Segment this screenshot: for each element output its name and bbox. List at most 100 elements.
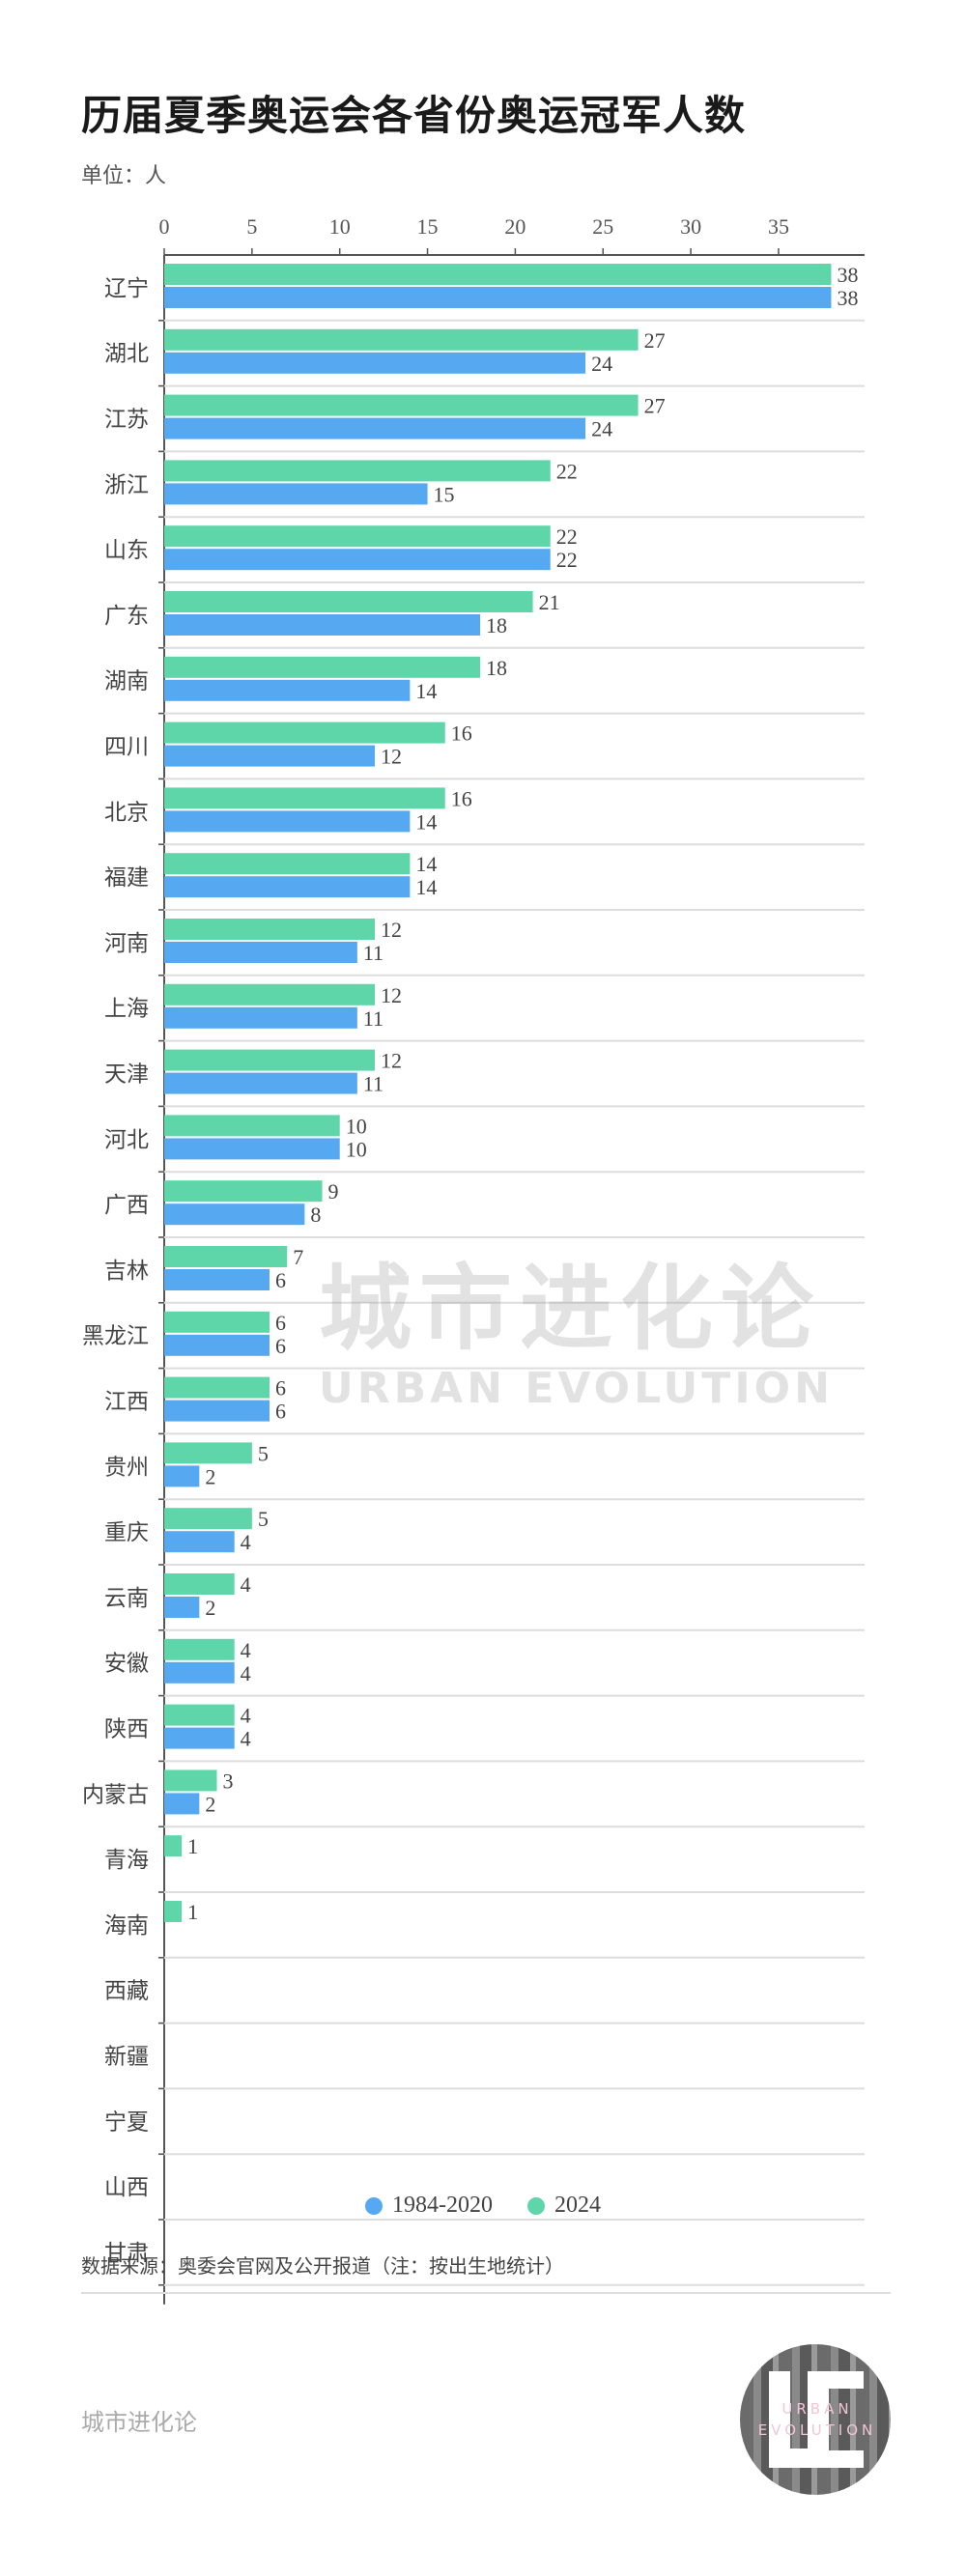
category-label: 湖北 [104,342,149,366]
data-label: 22 [556,524,578,549]
category-label: 四川 [104,735,149,759]
data-label: 14 [415,809,437,834]
bar-1984-2020 [164,1531,235,1553]
category-label: 河南 [104,931,149,955]
category-label: 海南 [104,1913,149,1938]
data-label: 18 [486,613,507,637]
bar-2024 [164,1638,235,1660]
legend-dot-icon [365,2196,383,2215]
logo-mark-e-top [829,2371,864,2389]
category-label: 陕西 [104,1717,149,1741]
category-label: 贵州 [104,1455,149,1479]
data-label: 38 [837,286,858,310]
bar-1984-2020 [164,1006,357,1029]
bar-1984-2020 [164,614,481,636]
data-label: 24 [591,417,612,441]
x-tick-label: 20 [504,214,526,239]
bar-1984-2020 [164,287,832,308]
data-label: 2 [205,1464,215,1488]
data-label: 27 [644,328,666,353]
data-label: 38 [837,263,858,287]
data-label: 18 [486,656,507,680]
logo-mark-e-bottom [829,2450,864,2468]
category-label: 辽宁 [104,276,149,300]
bar-1984-2020 [164,1138,340,1160]
bar-2024 [164,1442,252,1464]
bar-2024 [164,591,533,612]
x-tick-label: 10 [329,214,351,239]
logo-mark-u-left [769,2371,790,2468]
data-label: 11 [363,941,384,965]
data-label: 16 [451,786,472,810]
bar-2024 [164,1769,217,1792]
bar-2024 [164,328,639,351]
data-label: 12 [381,1049,402,1073]
data-label: 4 [241,1661,251,1685]
x-tick-label: 0 [159,214,170,239]
bar-1984-2020 [164,942,357,963]
category-label: 山西 [104,2175,149,2199]
category-label: 北京 [104,800,149,824]
bar-2024 [164,1835,183,1857]
data-label: 16 [451,722,472,746]
data-label: 24 [591,352,612,376]
bar-1984-2020 [164,876,411,898]
data-label: 6 [275,1268,286,1292]
bar-2024 [164,919,376,940]
bar-1984-2020 [164,1334,270,1356]
category-label: 吉林 [104,1259,149,1283]
data-label: 22 [556,459,578,483]
category-label: 黑龙江 [82,1324,149,1348]
category-label: 新疆 [104,2045,149,2069]
legend-item-1984-2020: 1984-2020 [365,2193,493,2219]
bar-2024 [164,525,551,548]
bar-1984-2020 [164,1793,200,1815]
legend-item-2024: 2024 [527,2193,601,2219]
category-label: 云南 [104,1586,149,1610]
bar-1984-2020 [164,1400,270,1422]
legend-dot-icon [527,2196,545,2215]
bar-2024 [164,1704,235,1726]
data-label: 1 [187,1834,198,1858]
category-label: 安徽 [104,1652,149,1676]
data-label: 10 [346,1137,367,1161]
bar-1984-2020 [164,679,411,701]
category-label: 甘肃 [104,2241,149,2265]
category-label: 西藏 [104,1979,149,2003]
bar-2024 [164,656,481,678]
x-tick-label: 25 [592,214,613,239]
bar-1984-2020 [164,1661,235,1684]
data-label: 12 [381,983,402,1007]
bar-1984-2020 [164,1465,200,1487]
bar-1984-2020 [164,810,411,833]
bar-2024 [164,1573,235,1595]
data-label: 8 [310,1203,321,1227]
footer-brand: 城市进化论 [81,2411,197,2436]
bar-2024 [164,1246,288,1267]
data-label: 1 [187,1900,198,1924]
x-tick-label: 30 [680,214,701,239]
data-label: 10 [346,1114,367,1138]
category-label: 重庆 [104,1520,149,1544]
category-label: 广东 [104,604,149,628]
data-label: 6 [275,1376,286,1401]
category-label: 天津 [104,1062,149,1087]
x-tick-label: 35 [768,214,789,239]
category-label: 广西 [104,1193,149,1217]
bar-2024 [164,983,376,1005]
category-label: 上海 [104,997,149,1021]
data-label: 4 [241,1638,251,1662]
data-label: 12 [381,918,402,942]
data-label: 2 [205,1792,215,1816]
legend-label: 2024 [554,2193,601,2218]
data-label: 5 [258,1507,269,1531]
divider [81,2292,891,2294]
bar-1984-2020 [164,417,586,439]
data-label: 15 [434,482,455,506]
data-label: 4 [241,1704,251,1728]
x-tick-label: 5 [246,214,257,239]
category-label: 江苏 [104,408,149,432]
bar-1984-2020 [164,1597,200,1618]
bar-2024 [164,722,445,744]
